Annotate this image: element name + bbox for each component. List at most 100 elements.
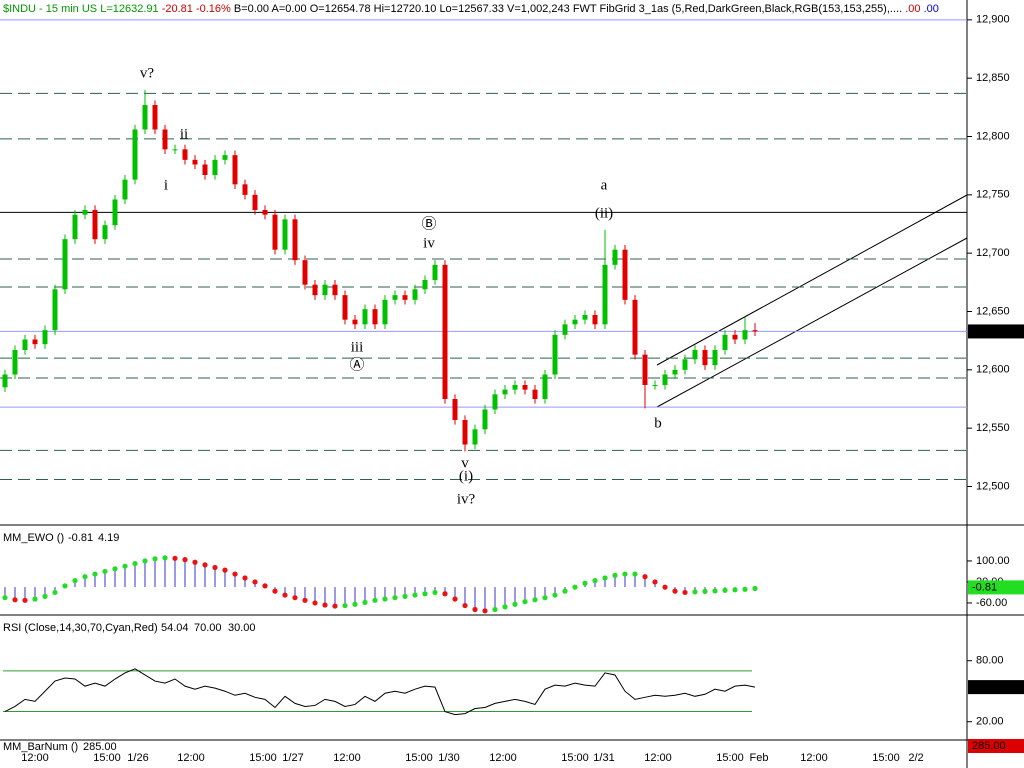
ewo-dot bbox=[732, 587, 738, 593]
ewo-dot bbox=[242, 575, 248, 581]
y-tick-label: 12,750 bbox=[976, 189, 1010, 201]
candle-body bbox=[672, 369, 678, 375]
candle-body bbox=[472, 429, 478, 445]
y-tick-label: 12,700 bbox=[976, 247, 1010, 259]
candle-body bbox=[212, 159, 218, 175]
y-tick-label: 12,850 bbox=[976, 72, 1010, 84]
ewo-dot bbox=[502, 604, 508, 610]
ewo-dot bbox=[132, 560, 138, 567]
x-tick-label: 12:00 bbox=[177, 752, 205, 764]
candle-body bbox=[122, 179, 128, 200]
candle-body bbox=[402, 295, 408, 300]
ewo-dot bbox=[12, 597, 18, 603]
y-tick-label: 12,650 bbox=[976, 305, 1010, 317]
ewo-dot bbox=[702, 588, 708, 594]
candle-body bbox=[542, 374, 548, 399]
x-tick-label: 12:00 bbox=[21, 752, 49, 764]
ewo-dot bbox=[532, 597, 538, 603]
high: Hi=12720.10 bbox=[374, 3, 437, 15]
ewo-dot bbox=[322, 602, 328, 608]
rsi-last: 54.04 bbox=[161, 622, 189, 634]
ewo-dot bbox=[382, 596, 388, 602]
candle-body bbox=[742, 330, 748, 340]
ewo-dot bbox=[482, 608, 488, 614]
channel-line bbox=[656, 194, 968, 366]
ewo-dot bbox=[402, 593, 408, 599]
ewo-dot bbox=[632, 571, 638, 577]
wave-label: Ⓐ bbox=[349, 356, 364, 373]
ewo-dot bbox=[102, 568, 108, 575]
rsi-line bbox=[4, 668, 756, 716]
ewo-dot bbox=[252, 579, 258, 585]
candle-body bbox=[582, 315, 588, 320]
ewo-dot bbox=[72, 578, 78, 584]
ewo-dot bbox=[542, 595, 548, 601]
ewo-dot bbox=[642, 574, 648, 580]
ewo-dot bbox=[422, 591, 428, 597]
ewo-dot bbox=[292, 595, 298, 601]
ewo-dot bbox=[412, 592, 418, 598]
y-tick-label: 100.00 bbox=[976, 555, 1010, 567]
x-tick-label: 1/31 bbox=[593, 752, 614, 764]
x-tick-label: 15:00 bbox=[872, 752, 900, 764]
candle-body bbox=[232, 155, 238, 185]
ewo-dot bbox=[312, 600, 318, 606]
candle-body bbox=[142, 105, 148, 130]
ewo-dot bbox=[682, 589, 688, 596]
candle-body bbox=[272, 214, 278, 250]
ewo-dot bbox=[622, 571, 628, 577]
ewo-dot bbox=[42, 593, 48, 599]
bid: B=0.00 bbox=[234, 3, 269, 15]
header: $INDU - 15 min US L=12632.91 -20.81 -0.1… bbox=[3, 3, 939, 15]
y-tick-label: 20.00 bbox=[976, 716, 1004, 728]
candle-body bbox=[612, 249, 618, 265]
candle-body bbox=[552, 334, 558, 375]
candle-body bbox=[442, 264, 448, 399]
candle-body bbox=[682, 359, 688, 370]
ewo-dot bbox=[172, 555, 178, 561]
ewo-dot bbox=[62, 583, 68, 589]
ewo-dot bbox=[342, 602, 348, 609]
ewo-dot bbox=[162, 555, 168, 561]
candle-body bbox=[702, 350, 708, 366]
ewo-dot bbox=[432, 589, 438, 596]
candle-body bbox=[292, 219, 298, 261]
ewo-dot bbox=[112, 566, 118, 572]
wave-label: i bbox=[164, 177, 168, 193]
candle-body bbox=[482, 409, 488, 430]
last-price-box bbox=[968, 324, 1024, 339]
candle-body bbox=[562, 324, 568, 335]
wave-label: iv? bbox=[457, 491, 476, 507]
ewo-dot bbox=[662, 584, 668, 590]
candle-body bbox=[622, 249, 628, 300]
candle-body bbox=[592, 315, 598, 325]
wave-label: v bbox=[461, 455, 469, 471]
candle-body bbox=[512, 385, 518, 390]
ewo-dot bbox=[182, 557, 188, 563]
volume: V=1,002,243 bbox=[507, 3, 570, 15]
candle-body bbox=[352, 319, 358, 325]
ewo-dot bbox=[22, 597, 28, 603]
barnum-last: 285.00 bbox=[83, 741, 117, 753]
candle-body bbox=[112, 199, 118, 226]
x-tick-label: 1/27 bbox=[282, 752, 303, 764]
candle-body bbox=[572, 319, 578, 325]
ewo-dot bbox=[522, 599, 528, 605]
ewo-last-box bbox=[968, 580, 1024, 595]
x-tick-label: 12:00 bbox=[489, 752, 517, 764]
open: O=12654.78 bbox=[310, 3, 371, 15]
ewo-dot bbox=[372, 597, 378, 603]
candle-body bbox=[172, 149, 178, 151]
study-value: .00 bbox=[905, 3, 920, 15]
candle-body bbox=[432, 264, 438, 280]
ewo-dot bbox=[222, 567, 228, 573]
candle-body bbox=[2, 374, 8, 388]
candle-body bbox=[502, 389, 508, 395]
ewo-dot bbox=[32, 596, 38, 602]
candle-body bbox=[492, 394, 498, 410]
ewo-dot bbox=[672, 588, 678, 594]
candle-body bbox=[462, 420, 468, 445]
candle-body bbox=[12, 350, 18, 375]
rsi-last: 54.04 bbox=[972, 681, 1000, 693]
